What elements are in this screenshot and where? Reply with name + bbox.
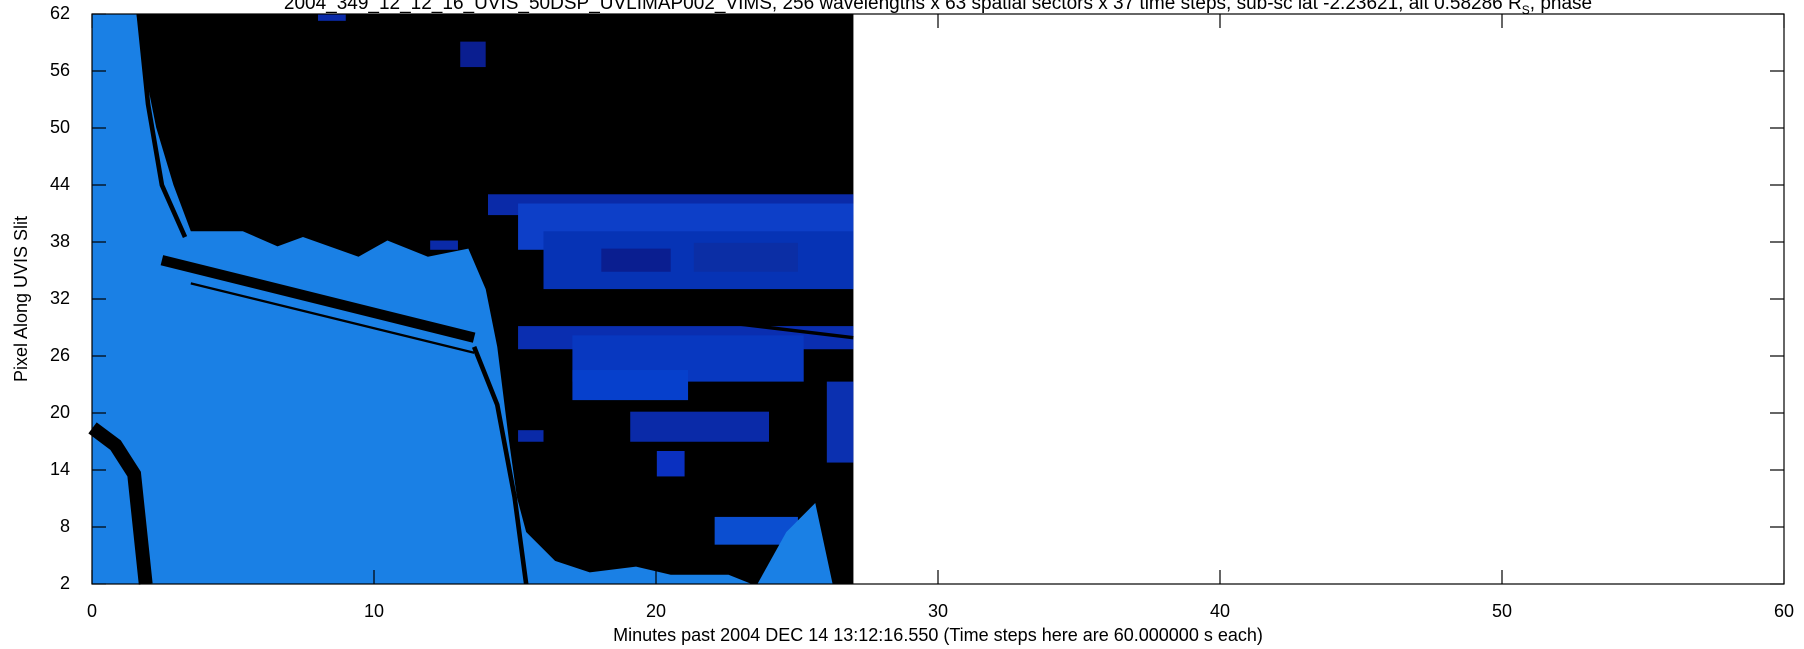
x-tick-label: 20 bbox=[646, 601, 666, 621]
x-tick-label: 60 bbox=[1774, 601, 1794, 621]
x-tick-label: 50 bbox=[1492, 601, 1512, 621]
y-tick-label: 56 bbox=[50, 60, 70, 80]
y-tick-label: 44 bbox=[50, 174, 70, 194]
title-suffix: , phase bbox=[1530, 0, 1592, 14]
y-tick-label: 62 bbox=[50, 3, 70, 23]
x-tick-label: 10 bbox=[364, 601, 384, 621]
x-axis-label: Minutes past 2004 DEC 14 13:12:16.550 (T… bbox=[613, 625, 1263, 645]
title-subscript: S bbox=[1522, 3, 1530, 17]
y-tick-label: 20 bbox=[50, 402, 70, 422]
y-tick-label: 14 bbox=[50, 459, 70, 479]
x-tick-label: 30 bbox=[928, 601, 948, 621]
y-axis-label: Pixel Along UVIS Slit bbox=[11, 216, 31, 382]
bright-hill bbox=[757, 503, 833, 584]
x-tick-label: 40 bbox=[1210, 601, 1230, 621]
y-tick-label: 8 bbox=[60, 516, 70, 536]
dark-blue-cells bbox=[318, 13, 854, 545]
y-tick-label: 2 bbox=[60, 573, 70, 593]
spectral-image bbox=[88, 13, 854, 585]
dark-streaks bbox=[88, 13, 854, 585]
title-main: 2004_349_12_12_16_UVIS_50DSP_UVLIMAP002_… bbox=[284, 0, 1522, 14]
y-tick-label: 26 bbox=[50, 345, 70, 365]
y-tick-label: 38 bbox=[50, 231, 70, 251]
bright-region bbox=[92, 13, 752, 584]
y-tick-label: 50 bbox=[50, 117, 70, 137]
y-tick-label: 32 bbox=[50, 288, 70, 308]
chart-title: 2004_349_12_12_16_UVIS_50DSP_UVLIMAP002_… bbox=[284, 0, 1592, 17]
x-tick-label: 0 bbox=[87, 601, 97, 621]
axes: 0 10 20 30 40 50 60 2 8 14 20 26 32 38 44 50 56 62 bbox=[50, 3, 1794, 621]
